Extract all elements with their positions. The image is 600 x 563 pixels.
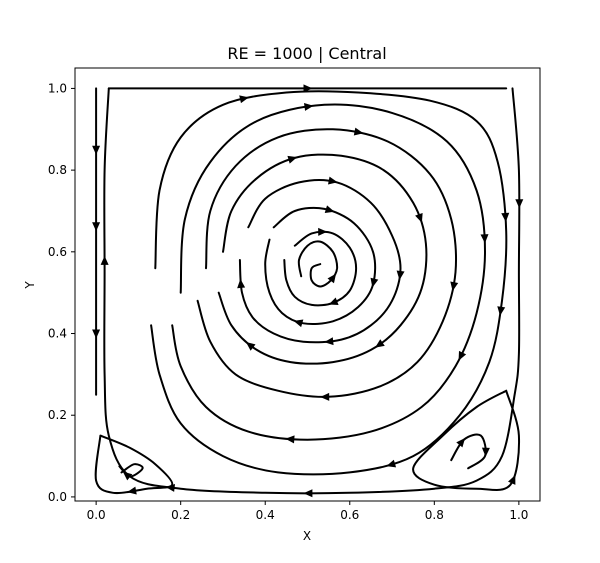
streamline-arrow <box>497 306 506 316</box>
streamline-arrow <box>165 483 176 492</box>
streamline-arrow <box>370 277 379 288</box>
streamline-arrow <box>92 222 101 232</box>
x-tick-label: 0.0 <box>87 508 106 522</box>
streamline-arrow <box>515 199 524 209</box>
streamline-arrow <box>501 212 510 222</box>
streamline-arrow <box>237 278 246 289</box>
x-axis-label: X <box>303 529 311 543</box>
plot-frame <box>74 67 541 502</box>
y-tick-label: 0.0 <box>48 490 67 504</box>
x-tick-label: 0.8 <box>425 508 444 522</box>
streamline <box>297 240 339 288</box>
streamline <box>103 87 521 495</box>
x-tick-label: 0.6 <box>340 508 359 522</box>
streamline-arrow <box>100 255 109 265</box>
streamline-arrow <box>480 234 489 244</box>
streamline-arrow <box>239 95 249 104</box>
x-tick-label: 0.4 <box>256 508 275 522</box>
streamline <box>450 433 487 470</box>
streamline-arrow <box>303 102 314 111</box>
streamline-arrow <box>245 342 256 351</box>
streamline-arrow <box>415 212 423 223</box>
streamline <box>412 389 521 491</box>
streamline-arrow <box>353 127 364 136</box>
streamline <box>217 153 428 365</box>
streamline-arrow <box>450 281 459 292</box>
streamline-arrow <box>396 270 405 280</box>
streamline-arrow <box>375 339 385 348</box>
streamline-arrow <box>386 459 397 468</box>
streamline-arrow <box>328 297 339 305</box>
streamline-arrow <box>481 447 490 457</box>
streamline-arrow <box>324 205 335 213</box>
x-tick-label: 0.2 <box>171 508 190 522</box>
streamline <box>196 128 458 398</box>
streamline-arrow <box>456 437 466 448</box>
streamline-arrow <box>327 273 337 284</box>
plot-area <box>92 84 524 498</box>
streamline <box>150 90 508 476</box>
streamline-arrow <box>328 176 338 185</box>
streamline <box>238 179 402 344</box>
streamline-arrow <box>92 145 101 155</box>
streamline <box>94 434 174 495</box>
streamline-arrow <box>324 337 334 346</box>
streamline-arrow <box>122 471 133 481</box>
streamline-arrow <box>287 155 298 164</box>
streamline <box>283 230 358 307</box>
y-tick-label: 0.2 <box>48 408 67 422</box>
streamline-arrow <box>318 227 328 236</box>
streamline-arrow <box>285 435 295 444</box>
y-axis-label: Y <box>23 281 37 290</box>
streamline-arrow <box>303 489 313 498</box>
streamline-arrow <box>92 329 101 339</box>
streamline <box>264 206 377 325</box>
y-tick-label: 0.4 <box>48 327 67 341</box>
streamline-arrow <box>127 486 137 495</box>
streamline-arrow <box>320 392 330 401</box>
chart-title: RE = 1000 | Central <box>227 44 386 63</box>
y-axis: 0.0 0.2 0.4 0.6 0.8 1.0 <box>48 81 75 504</box>
streamline-arrow <box>458 350 467 361</box>
streamline-arrow <box>303 84 313 93</box>
x-axis: 0.0 0.2 0.4 0.6 0.8 1.0 <box>87 501 528 522</box>
y-tick-label: 0.8 <box>48 163 67 177</box>
x-tick-label: 1.0 <box>509 508 528 522</box>
y-tick-label: 0.6 <box>48 245 67 259</box>
y-tick-label: 1.0 <box>48 81 67 95</box>
streamline-arrow <box>508 475 516 485</box>
streamline-arrow <box>293 319 304 328</box>
streamline <box>171 103 486 441</box>
